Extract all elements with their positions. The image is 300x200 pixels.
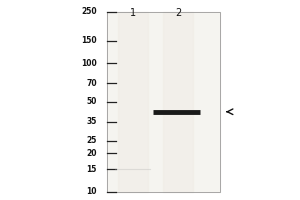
Text: 150: 150 (81, 36, 97, 45)
Text: 2: 2 (175, 8, 181, 18)
Text: 70: 70 (86, 79, 97, 88)
Bar (107, 12, 220, 192)
Bar (107, 12, 220, 192)
Text: 250: 250 (81, 7, 97, 17)
Text: 100: 100 (81, 59, 97, 68)
Text: 1: 1 (130, 8, 136, 18)
Bar (118, 12, 148, 192)
Text: 10: 10 (86, 188, 97, 196)
Text: 50: 50 (87, 98, 97, 106)
Text: 35: 35 (87, 117, 97, 126)
Bar (163, 12, 193, 192)
Text: 15: 15 (87, 165, 97, 174)
Text: 25: 25 (87, 136, 97, 145)
Text: 20: 20 (86, 149, 97, 158)
